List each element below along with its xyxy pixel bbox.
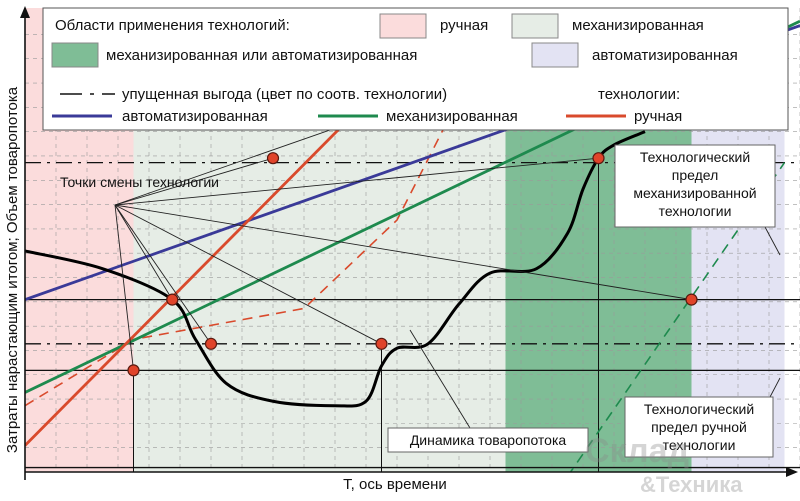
y-axis-arrow (20, 6, 30, 18)
legend-swatch-manual (379, 13, 427, 39)
switch-point-1 (166, 293, 179, 306)
legend-area-mech: механизированная (572, 17, 704, 34)
y-axis-label: Затраты нарастающим итогом; Объем товаро… (4, 86, 21, 453)
pointer-1 (114, 204, 173, 300)
legend-series-auto: автоматизированная (122, 108, 268, 125)
legend-series-mech: механизированная (386, 108, 518, 125)
axes (20, 6, 798, 480)
switch-point-4 (375, 337, 388, 350)
watermark-line-1: Склад (585, 432, 689, 470)
pointer-6 (114, 157, 599, 206)
legend-series-manual: ручная (634, 108, 682, 125)
pointer-flow-dynamics (409, 329, 471, 429)
legend-area-mech-or-auto: механизированная или автоматизированная (106, 47, 417, 64)
limit-mech-line-2: предел (672, 167, 719, 183)
legend-lost-profit: упущенная выгода (цвет по соотв. техноло… (122, 86, 447, 103)
pointer-2 (114, 204, 212, 345)
legend: Области применения технологий: ручная ме… (42, 7, 789, 131)
x-axis-arrow (786, 467, 798, 477)
pointer-7 (114, 204, 692, 301)
pointer-4 (114, 204, 382, 345)
limit-mech-line-4: технологии (659, 203, 732, 219)
series-line-3 (25, 130, 646, 408)
legend-swatch-auto (531, 42, 579, 68)
pointer-3 (114, 157, 274, 206)
annotation-switch-points: Точки смены технологии (60, 174, 219, 190)
guide-lines (25, 158, 800, 472)
limit-manual-line-2: предел ручной (651, 419, 747, 435)
annotation-flow-dynamics: Динамика товаропотока (387, 427, 589, 453)
annotation-limit-manual-box (624, 396, 774, 458)
x-axis-label: T, ось времени (343, 476, 447, 493)
watermark-line-2: &Техника (640, 472, 743, 497)
legend-tech-title: технологии: (598, 86, 680, 103)
legend-swatch-mech (511, 13, 559, 39)
limit-manual-line-1: Технологический (644, 401, 754, 417)
legend-areas-title: Области применения технологий: (55, 17, 290, 34)
switch-point-3 (266, 152, 280, 165)
switch-point-6 (592, 152, 605, 165)
limit-mech-line-3: механизированной (633, 185, 756, 201)
annotation-limit-mech-box (614, 144, 776, 228)
legend-swatch-mech-or-auto (51, 42, 99, 68)
switch-points (127, 68, 698, 377)
pointer-limit-mech (764, 226, 781, 256)
annotation-limit-mech: Технологический предел механизированной … (614, 144, 776, 228)
watermark-logo: Склад &Техника (585, 432, 743, 497)
pointer-0 (114, 204, 134, 371)
lost-profit-line-0 (25, 8, 507, 407)
annotation-flow-dynamics-text: Динамика товаропотока (410, 432, 567, 448)
annotation-limit-manual: Технологический предел ручной технологии (624, 396, 774, 458)
annotation-flow-dynamics-box (387, 427, 589, 453)
switch-point-2 (204, 337, 218, 350)
limit-mech-line-1: Технологический (640, 149, 750, 165)
legend-area-auto: автоматизированная (592, 47, 738, 64)
switch-point-0 (127, 364, 140, 377)
legend-area-manual: ручная (440, 17, 488, 34)
lost-profit-line-1 (569, 162, 786, 472)
pointer-limit-manual (769, 377, 781, 398)
switch-point-7 (685, 293, 698, 306)
limit-manual-line-3: технологии (663, 437, 736, 453)
